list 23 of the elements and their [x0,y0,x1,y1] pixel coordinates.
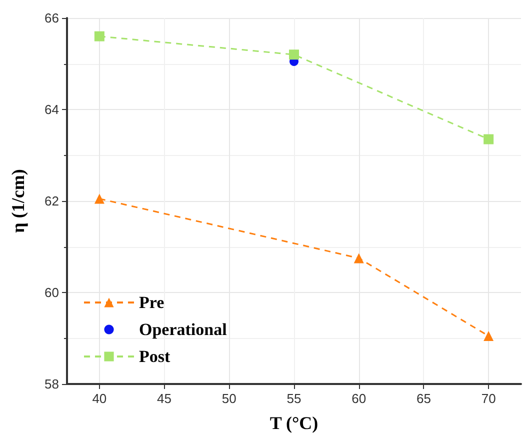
legend-label: Operational [139,320,228,339]
y-tick-label: 62 [44,194,59,208]
point [94,194,104,204]
y-tick-label: 58 [44,376,59,392]
legend-label: Pre [139,293,165,312]
point [354,253,364,264]
point [484,134,494,144]
point [94,31,104,42]
y-tick-label: 66 [44,10,59,26]
x-tick-label: 45 [157,391,172,406]
y-axis-title: η (1/cm) [8,169,28,233]
x-tick-label: 40 [92,391,107,406]
x-tick-label: 60 [352,391,366,406]
x-axis-title: T (°C) [270,413,318,433]
x-tick-label: 65 [416,391,431,406]
x-tick-label: 50 [222,391,236,406]
y-tick-label: 60 [44,285,59,300]
x-tick-label: 70 [481,391,496,406]
legend-label: Post [139,347,170,366]
point [484,330,494,341]
x-tick-label: 55 [286,391,302,406]
point [289,50,299,60]
y-tick-label: 64 [44,102,59,117]
